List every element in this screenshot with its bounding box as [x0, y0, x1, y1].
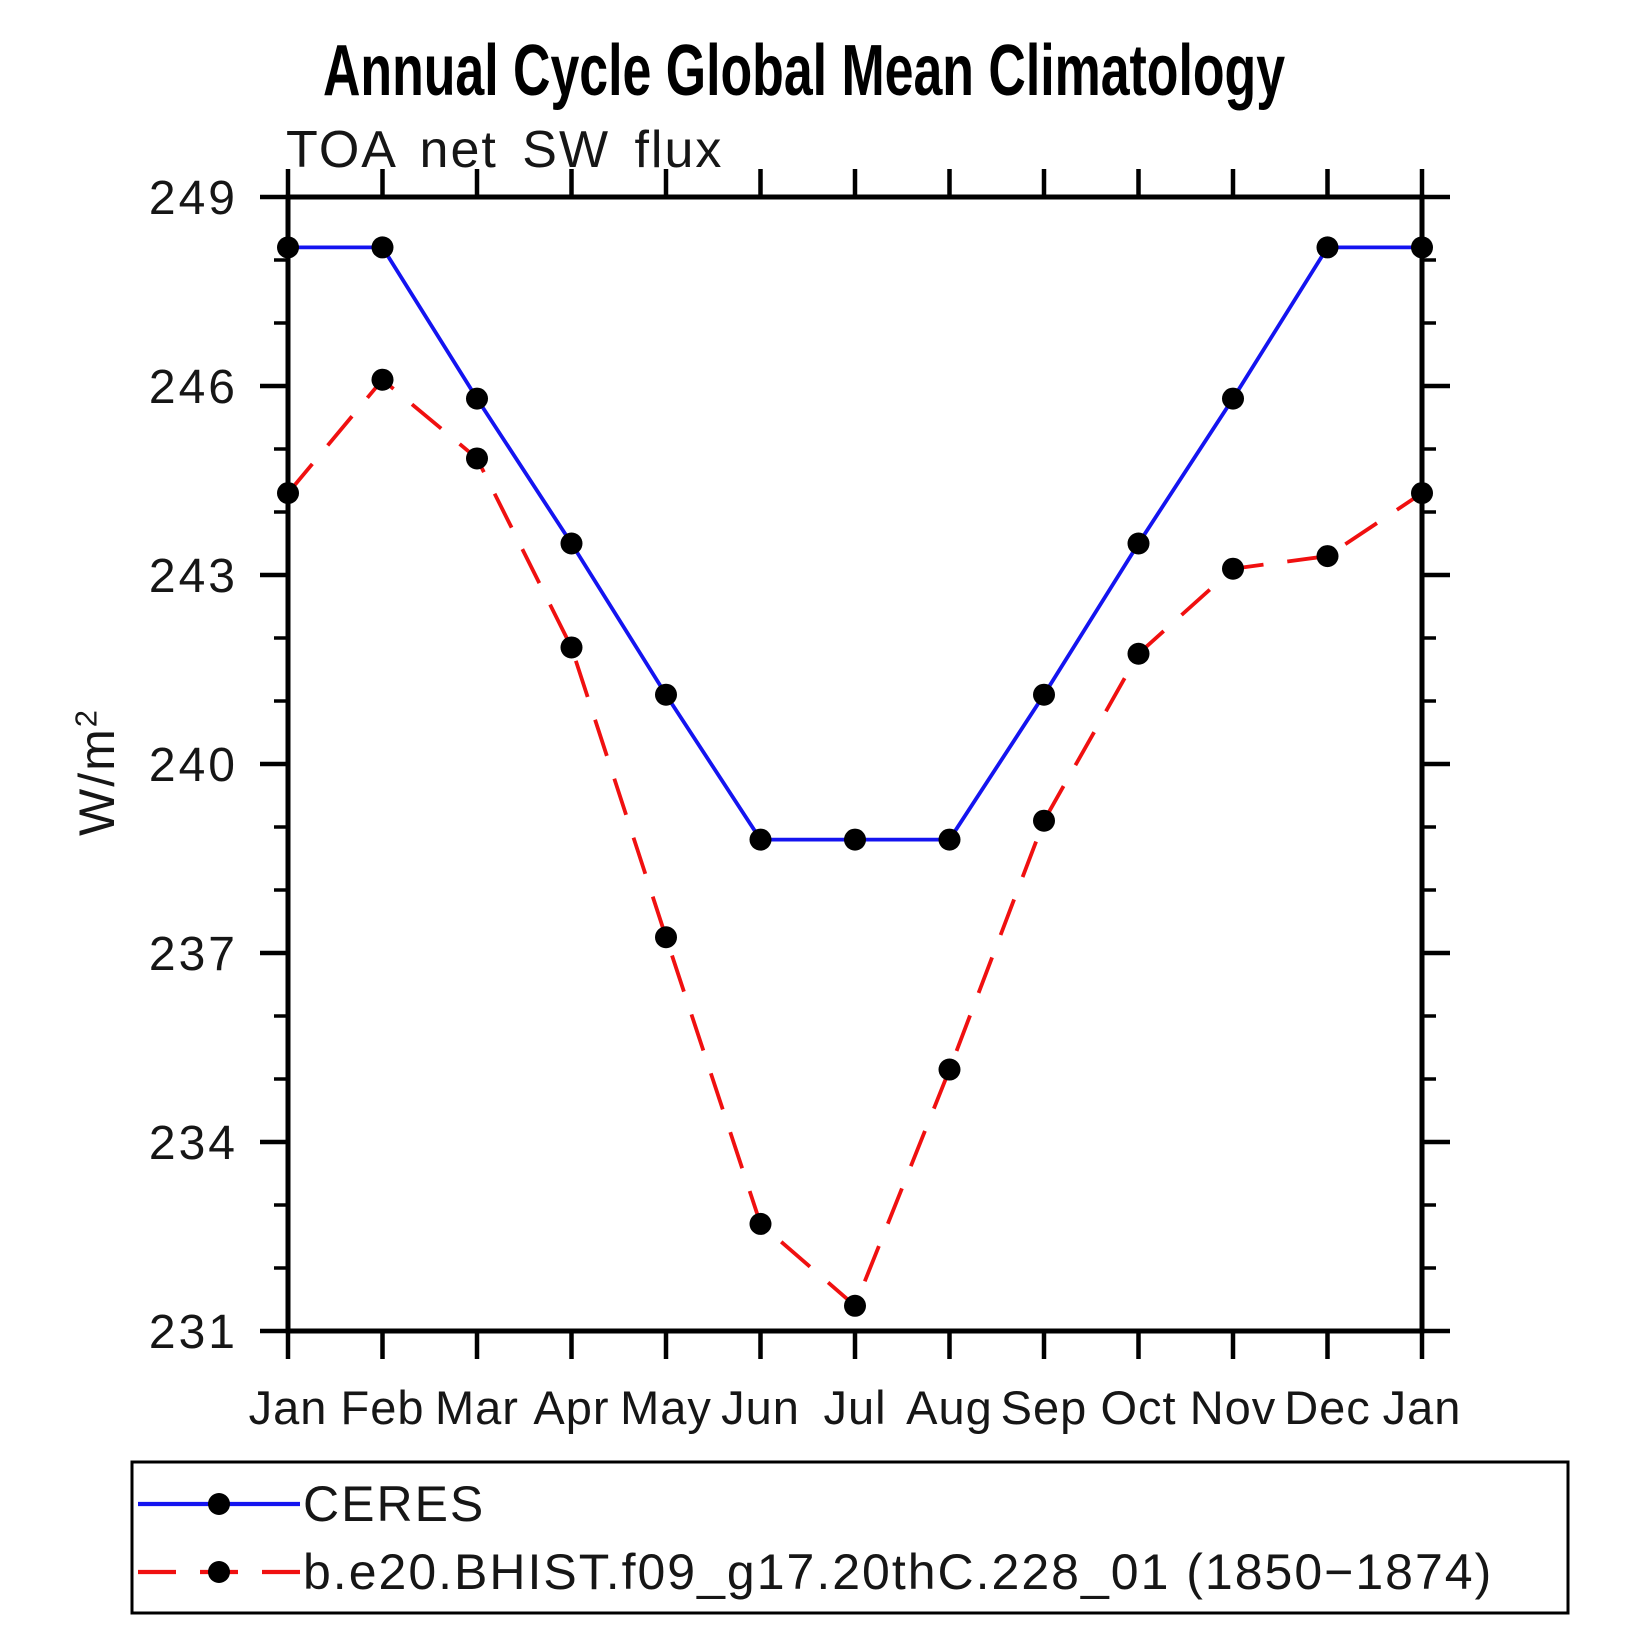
- data-point-ceres-sep: [1033, 683, 1055, 706]
- data-point-ceres-oct: [1127, 532, 1150, 555]
- series-line-ceres: [288, 245, 1422, 842]
- y-tick-label: 249: [149, 172, 238, 225]
- data-point-model-may: [655, 926, 677, 949]
- data-point-model-dec: [1316, 545, 1339, 568]
- x-tick-label: Dec: [1284, 1381, 1371, 1434]
- data-point-ceres-may: [655, 683, 677, 706]
- y-tick-label: 246: [149, 361, 238, 414]
- legend-sample-marker-ceres: [208, 1493, 230, 1515]
- data-point-ceres-jan: [1411, 236, 1433, 259]
- data-point-model-nov: [1222, 557, 1244, 580]
- data-point-model-jul: [844, 1294, 866, 1317]
- y-tick-label: 231: [149, 1306, 238, 1359]
- data-point-model-jan: [277, 482, 299, 505]
- x-tick-label: Aug: [906, 1381, 993, 1434]
- x-tick-label: Jun: [721, 1381, 800, 1434]
- x-tick-label: May: [620, 1381, 712, 1434]
- data-point-ceres-nov: [1222, 387, 1244, 410]
- data-point-ceres-aug: [938, 828, 961, 851]
- x-tick-label: Jul: [823, 1381, 886, 1434]
- data-point-ceres-jun: [749, 828, 772, 851]
- data-point-model-sep: [1033, 809, 1055, 832]
- data-point-model-oct: [1127, 642, 1150, 665]
- x-tick-label: Feb: [341, 1381, 425, 1434]
- data-point-model-jun: [749, 1212, 772, 1235]
- data-point-ceres-dec: [1316, 236, 1339, 259]
- data-point-model-jan: [1411, 482, 1433, 505]
- x-tick-label: Oct: [1100, 1381, 1176, 1434]
- data-point-ceres-mar: [466, 387, 488, 410]
- y-tick-label: 237: [149, 928, 238, 981]
- x-tick-label: Nov: [1190, 1381, 1277, 1434]
- y-tick-label: 240: [149, 739, 238, 792]
- chart-title: Annual Cycle Global Mean Climatology: [322, 31, 1286, 111]
- x-tick-label: Sep: [1001, 1381, 1088, 1434]
- data-point-ceres-feb: [371, 236, 394, 259]
- x-tick-label: Jan: [1383, 1381, 1462, 1434]
- y-tick-label: 243: [149, 550, 238, 603]
- y-tick-label: 234: [149, 1117, 238, 1170]
- legend-box: [130, 1460, 1570, 1615]
- legend-sample-marker-model: [208, 1561, 230, 1583]
- data-point-ceres-jan: [277, 236, 299, 259]
- data-point-model-apr: [560, 636, 583, 659]
- x-tick-label: Jan: [249, 1381, 328, 1434]
- chart-subtitle: TOA net SW flux: [286, 121, 724, 179]
- data-point-ceres-jul: [844, 828, 866, 851]
- data-point-model-feb: [371, 368, 394, 391]
- data-point-ceres-apr: [560, 532, 583, 555]
- x-tick-label: Mar: [435, 1381, 519, 1434]
- data-point-model-aug: [938, 1058, 961, 1081]
- x-tick-label: Apr: [533, 1381, 609, 1434]
- legend-label-model: b.e20.BHIST.f09_g17.20thC.228_01 (1850−1…: [303, 1544, 1493, 1600]
- data-point-model-mar: [466, 447, 488, 470]
- legend-label-ceres: CERES: [303, 1476, 485, 1532]
